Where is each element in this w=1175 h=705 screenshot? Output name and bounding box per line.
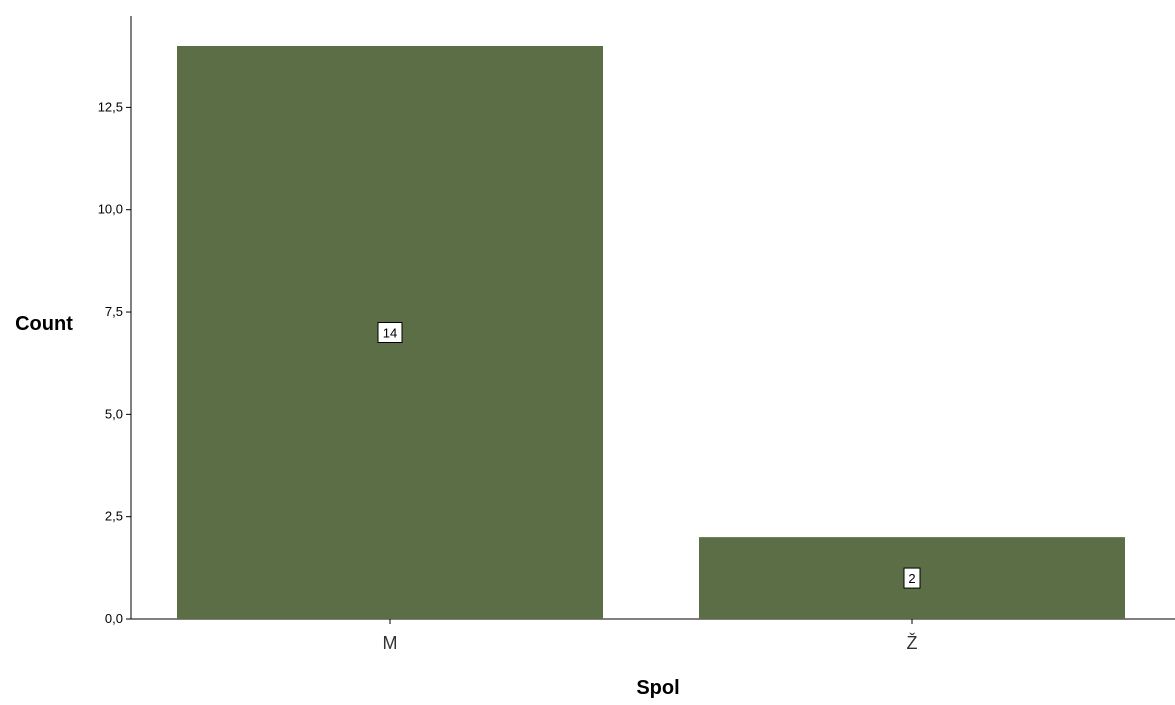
y-tick-label: 0,0 bbox=[105, 611, 123, 626]
x-tick-label: Ž bbox=[907, 633, 918, 653]
y-tick-label: 12,5 bbox=[98, 99, 123, 114]
data-label-box bbox=[377, 322, 403, 343]
data-labels: 14 2 bbox=[377, 322, 921, 589]
data-label: 2 bbox=[908, 571, 915, 586]
y-tick-label: 2,5 bbox=[105, 509, 123, 524]
x-axis-title: Spol bbox=[636, 677, 679, 699]
y-axis-title: Count bbox=[15, 313, 73, 335]
y-tick-label: 5,0 bbox=[105, 406, 123, 421]
bars bbox=[177, 46, 1125, 619]
data-label: 14 bbox=[383, 326, 397, 341]
data-label-box bbox=[903, 567, 921, 589]
x-tick-label: M bbox=[383, 633, 398, 653]
y-tick-label: 10,0 bbox=[98, 202, 123, 217]
y-tick-label: 7,5 bbox=[105, 304, 123, 319]
